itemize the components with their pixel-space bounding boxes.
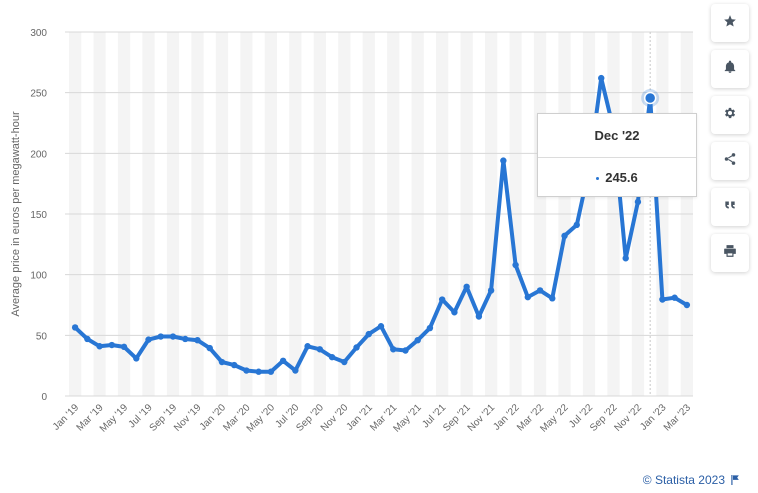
data-point xyxy=(182,335,189,343)
data-point xyxy=(84,335,91,343)
line-chart: 0 50 100 150 200 250 300 Average price in euros… xyxy=(10,28,693,435)
share-icon xyxy=(723,152,737,171)
x-tick-label: Nov '20 xyxy=(319,402,351,434)
data-point xyxy=(377,323,385,330)
data-point xyxy=(512,261,519,269)
data-point xyxy=(304,343,311,350)
tooltip-row: 245.6 xyxy=(538,158,696,198)
data-point xyxy=(390,346,397,353)
y-tick-label: 300 xyxy=(30,28,47,39)
favorite-button[interactable] xyxy=(711,4,749,42)
data-point xyxy=(96,343,103,350)
data-point xyxy=(169,333,177,340)
flag-icon[interactable] xyxy=(731,475,740,485)
y-tick-label: 0 xyxy=(41,392,47,403)
data-point xyxy=(524,293,532,301)
data-point xyxy=(206,344,213,352)
y-tick-label: 50 xyxy=(36,331,48,342)
x-tick-label: May '19 xyxy=(98,402,131,435)
print-button[interactable] xyxy=(711,234,749,272)
cite-button[interactable] xyxy=(711,188,749,226)
data-point xyxy=(536,287,544,294)
data-point xyxy=(426,324,434,332)
data-point xyxy=(267,368,275,375)
data-point xyxy=(279,357,287,365)
y-tick-label: 150 xyxy=(30,210,47,221)
data-point xyxy=(145,336,152,343)
x-tick-label: May '22 xyxy=(538,402,571,435)
x-tick-label: Nov '19 xyxy=(172,402,204,434)
notification-button[interactable] xyxy=(711,50,749,88)
data-point xyxy=(341,358,348,366)
data-point xyxy=(549,295,556,302)
data-point xyxy=(157,333,164,340)
chart-tooltip: Dec '22 245.6 xyxy=(537,113,697,197)
data-point xyxy=(133,355,140,362)
print-icon xyxy=(723,244,737,263)
data-point xyxy=(255,368,262,375)
data-point xyxy=(573,221,580,229)
data-point xyxy=(71,324,79,331)
data-point xyxy=(451,309,458,316)
data-point xyxy=(108,341,116,349)
data-point xyxy=(402,347,409,354)
y-axis-title: Average price in euros per megawatt-hour xyxy=(10,111,22,317)
data-point xyxy=(292,367,299,374)
y-tick-label: 200 xyxy=(30,149,47,160)
x-tick-label: May '20 xyxy=(245,402,278,435)
bell-icon xyxy=(723,60,737,79)
data-point xyxy=(671,294,678,301)
data-point xyxy=(365,330,372,338)
data-point xyxy=(463,283,470,290)
data-point xyxy=(622,255,629,262)
data-point xyxy=(414,336,421,344)
data-point xyxy=(487,287,495,294)
data-point xyxy=(328,353,336,361)
data-point xyxy=(353,344,360,351)
data-point xyxy=(230,361,238,369)
series-dot-icon xyxy=(596,177,600,181)
data-point xyxy=(218,358,226,366)
y-tick-label: 250 xyxy=(30,89,47,100)
share-button[interactable] xyxy=(711,142,749,180)
gear-icon xyxy=(723,106,737,125)
data-point xyxy=(475,313,483,320)
data-point xyxy=(316,346,324,353)
highlight-point xyxy=(643,91,657,105)
quote-icon xyxy=(723,198,737,217)
data-point xyxy=(659,296,666,303)
data-point xyxy=(683,301,691,309)
settings-button[interactable] xyxy=(711,96,749,134)
copyright-link[interactable]: © Statista 2023 xyxy=(642,473,725,487)
x-tick-label: Mar '23 xyxy=(662,402,693,433)
data-point xyxy=(500,157,507,164)
data-point xyxy=(634,198,642,206)
y-tick-label: 100 xyxy=(30,271,47,282)
tooltip-title: Dec '22 xyxy=(538,114,696,158)
data-point xyxy=(243,367,250,374)
data-point xyxy=(561,232,568,240)
star-icon xyxy=(723,14,737,33)
data-point xyxy=(438,296,446,303)
tooltip-value: 245.6 xyxy=(605,170,638,185)
data-point xyxy=(194,336,201,344)
data-point xyxy=(120,343,128,351)
footer: © Statista 2023 xyxy=(643,473,740,487)
x-tick-label: May '21 xyxy=(392,402,425,435)
x-tick-label: Nov '21 xyxy=(466,402,498,434)
data-point xyxy=(598,74,605,82)
x-tick-label: Nov '22 xyxy=(613,402,645,434)
